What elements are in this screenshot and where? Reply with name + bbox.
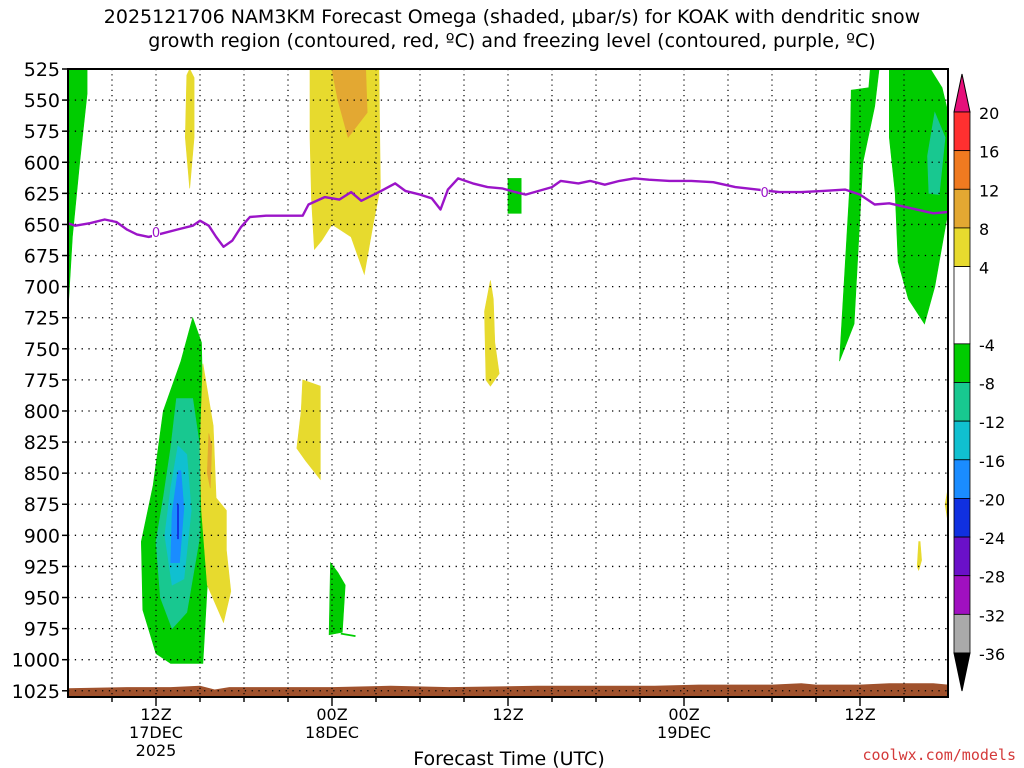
y-tick-label-1000: 1000	[12, 650, 60, 672]
y-tick-label-875: 875	[24, 494, 60, 516]
colorbar-swatch-12	[953, 613, 971, 654]
x-axis-label: Forecast Time (UTC)	[413, 748, 604, 768]
freezing-level-label-0: 0	[152, 226, 160, 241]
colorbar-swatch-1	[953, 150, 971, 190]
omega-region-6	[507, 178, 522, 214]
colorbar-label-1: 16	[979, 143, 999, 162]
y-tick-label-600: 600	[24, 152, 60, 174]
colorbar-swatch-6	[953, 382, 971, 422]
colorbar-swatch-0	[953, 111, 971, 152]
y-tick-label-700: 700	[24, 277, 60, 299]
colorbar-label-6: -8	[979, 375, 995, 394]
colorbar-swatch-11	[953, 575, 971, 615]
colorbar-label-4: 4	[979, 259, 989, 278]
omega-region-9	[927, 111, 946, 195]
x-tick-label-12-line1: 12Z	[140, 705, 171, 724]
colorbar-label-5: -4	[979, 336, 995, 355]
omega-region-14	[331, 69, 368, 139]
x-tick-label-12-line2: 17DEC	[129, 723, 183, 742]
credit-link[interactable]: coolwx.com/models	[862, 746, 1016, 764]
colorbar-label-7: -12	[979, 413, 1005, 432]
y-tick-label-825: 825	[24, 432, 60, 454]
colorbar-label-0: 20	[979, 104, 999, 123]
freezing-level-line	[68, 177, 948, 249]
colorbar-label-10: -24	[979, 529, 1005, 548]
colorbar-label-11: -28	[979, 568, 1005, 587]
chart-title-line1: 2025121706 NAM3KM Forecast Omega (shaded…	[103, 6, 921, 28]
y-tick-label-525: 525	[24, 59, 60, 81]
omega-region-16	[484, 280, 500, 387]
y-tick-label-775: 775	[24, 370, 60, 392]
colorbar-swatch-5	[953, 343, 971, 383]
colorbar-swatch-9	[953, 498, 971, 538]
y-tick-label-850: 850	[24, 463, 60, 485]
colorbar-swatch-10	[953, 536, 971, 577]
omega-region-10	[199, 363, 232, 624]
omega-region-7	[839, 69, 880, 362]
omega-region-8	[888, 69, 948, 325]
freezing-label-bg-0	[152, 225, 160, 238]
omega-region-12	[184, 69, 195, 189]
colorbar-label-2: 12	[979, 181, 999, 200]
y-tick-label-950: 950	[24, 588, 60, 610]
y-tick-label-575: 575	[24, 121, 60, 143]
colorbar-label-12: -32	[979, 606, 1005, 625]
omega-region-0	[68, 69, 88, 312]
y-tick-label-1025: 1025	[12, 681, 60, 703]
omega-region-15	[296, 379, 321, 481]
y-tick-label-800: 800	[24, 401, 60, 423]
x-tick-label-48-line1: 00Z	[668, 705, 699, 724]
x-tick-label-12-line3: 2025	[136, 741, 177, 760]
colorbar-swatch-3	[953, 227, 971, 267]
colorbar-swatch-4	[953, 266, 971, 345]
x-tick-label-60-line1: 12Z	[844, 705, 875, 724]
colorbar-label-9: -20	[979, 490, 1005, 509]
colorbar-bottom-arrow	[953, 652, 971, 692]
omega-region-5	[328, 561, 346, 636]
y-tick-label-625: 625	[24, 183, 60, 205]
colorbar-label-8: -16	[979, 452, 1005, 471]
freezing-label-bg-1	[760, 186, 769, 199]
chart-title-line2: growth region (contoured, red, ºC) and f…	[148, 30, 876, 52]
y-tick-label-725: 725	[24, 308, 60, 330]
omega-region-17	[916, 541, 922, 572]
contour-line-1	[340, 632, 356, 637]
y-tick-label-925: 925	[24, 556, 60, 578]
x-tick-label-36-line1: 12Z	[492, 705, 523, 724]
x-tick-label-24-line2: 18DEC	[305, 723, 359, 742]
colorbar-top-arrow	[953, 73, 971, 113]
omega-region-13	[309, 69, 381, 276]
y-tick-label-975: 975	[24, 619, 60, 641]
y-tick-label-675: 675	[24, 246, 60, 268]
freezing-level-label-1: 0	[761, 186, 769, 201]
y-tick-label-750: 750	[24, 339, 60, 361]
y-tick-label-650: 650	[24, 214, 60, 236]
colorbar-swatch-7	[953, 420, 971, 461]
y-tick-label-900: 900	[24, 525, 60, 547]
colorbar-label-13: -36	[979, 645, 1005, 664]
colorbar-label-3: 8	[979, 220, 989, 239]
colorbar-swatch-2	[953, 188, 971, 229]
omega-region-11	[206, 433, 213, 489]
x-tick-label-24-line1: 00Z	[316, 705, 347, 724]
y-tick-label-550: 550	[24, 90, 60, 112]
x-tick-label-48-line2: 19DEC	[657, 723, 711, 742]
colorbar-swatch-8	[953, 459, 971, 499]
